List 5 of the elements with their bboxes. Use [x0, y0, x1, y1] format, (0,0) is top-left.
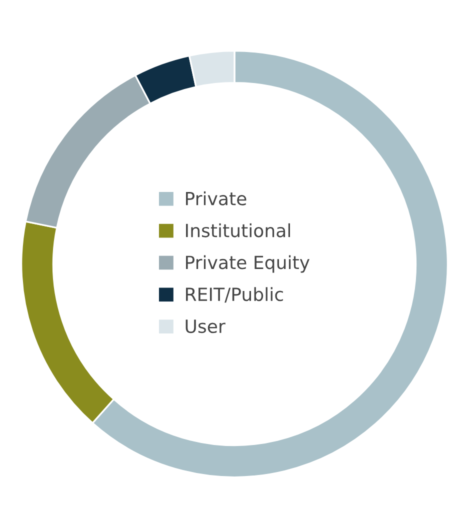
- legend-label: User: [186, 320, 226, 334]
- legend-label: Private: [186, 191, 246, 206]
- legend-label: REIT/Public: [186, 287, 283, 303]
- legend-label: Private Equity: [186, 255, 310, 273]
- legend-label: Institutional: [186, 223, 290, 238]
